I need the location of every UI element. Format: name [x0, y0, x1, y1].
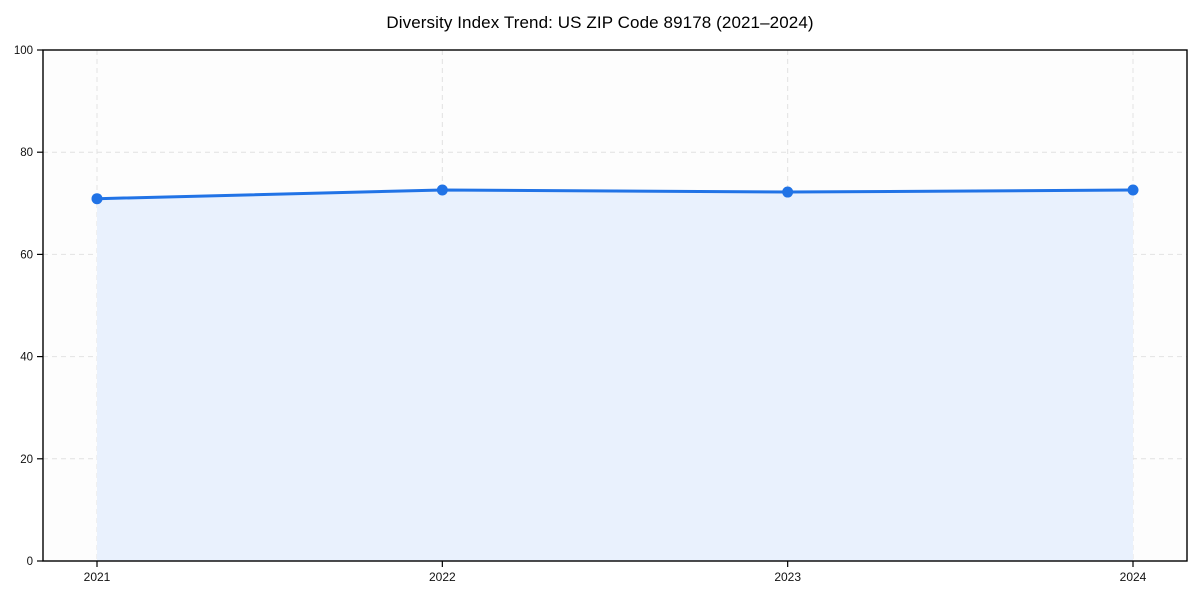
x-tick-label: 2023 — [774, 570, 801, 584]
data-points — [91, 184, 1139, 205]
y-tick-label: 80 — [20, 147, 33, 159]
x-tick-label: 2022 — [429, 570, 456, 584]
chart-title: Diversity Index Trend: US ZIP Code 89178… — [386, 13, 814, 32]
axis-labels: 0 20 40 60 80 100 2021 2022 2023 2024 — [14, 45, 1147, 584]
data-point-marker — [436, 184, 448, 196]
x-tick-label: 2021 — [84, 570, 111, 584]
data-point-marker — [1127, 184, 1139, 196]
plot-border — [42, 49, 1188, 562]
data-point-marker — [91, 193, 103, 205]
area-fill — [97, 190, 1133, 561]
y-tick-label: 100 — [14, 45, 33, 57]
y-tick-label: 60 — [20, 249, 33, 261]
y-tick-label: 20 — [20, 454, 33, 466]
y-tick-label: 40 — [20, 352, 33, 364]
y-tick-label: 0 — [27, 556, 33, 568]
axis-ticks — [37, 49, 1134, 567]
data-point-marker — [782, 186, 794, 198]
x-tick-label: 2024 — [1120, 570, 1147, 584]
trend-line — [95, 188, 1135, 201]
